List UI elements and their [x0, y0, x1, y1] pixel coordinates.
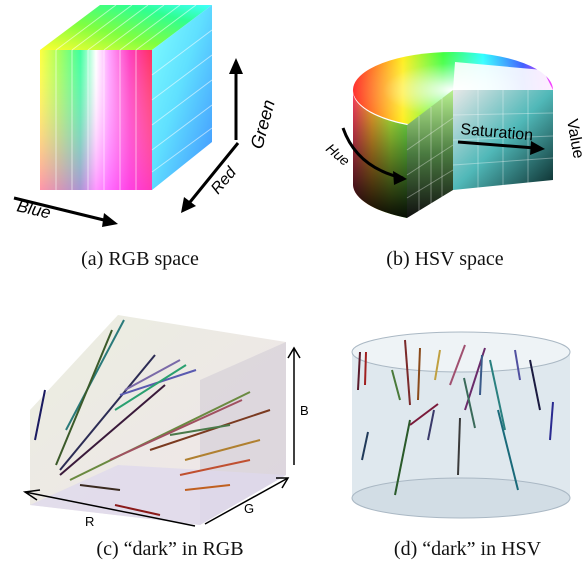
saturation-arrow	[457, 140, 536, 150]
hue-label: Hue	[323, 140, 353, 169]
hsv-cylinder-top	[351, 331, 571, 373]
b-axis-label: B	[300, 403, 309, 418]
blue-axis-label: Blue	[15, 196, 52, 222]
hsv-cylinder-bottom	[351, 477, 571, 519]
cube-front-shade	[40, 50, 152, 190]
hsv-dark-arrows	[357, 339, 554, 496]
cube-right-face	[152, 5, 212, 190]
hsv-cylinder-figure: Hue Saturation Value	[323, 52, 586, 218]
g-axis-arrow	[204, 477, 290, 525]
hsv-grid-lines	[406, 90, 554, 212]
hsv-cut-face-left	[407, 90, 453, 218]
hue-arrowhead	[393, 171, 407, 185]
saturation-arrowhead	[530, 141, 545, 155]
r-axis-label: R	[85, 514, 94, 529]
rgb-dark-arrows	[34, 319, 271, 516]
dark-rgb-figure: R G B	[22, 315, 309, 529]
hsv-side-shade	[352, 90, 407, 218]
hsv-wedge-gap	[453, 62, 553, 90]
red-axis-label: Red	[208, 163, 241, 197]
saturation-label: Saturation	[460, 121, 534, 144]
red-axis-arrow	[181, 142, 240, 213]
b-axis-arrow	[287, 346, 301, 465]
green-axis-arrow	[229, 58, 243, 140]
hsv-cut-face-right	[453, 90, 553, 190]
value-label: Value	[563, 118, 586, 160]
cube-top-face	[40, 5, 212, 50]
caption-a: (a) RGB space	[81, 248, 199, 270]
panel-dark-hsv	[340, 300, 586, 530]
cube-slice-lines	[55, 4, 213, 190]
panel-dark-rgb: R G B	[0, 300, 330, 530]
panel-hsv-space: Hue Saturation Value	[295, 0, 586, 235]
caption-b: (b) HSV space	[386, 248, 504, 270]
r-axis-arrow	[22, 489, 196, 527]
rgb-box-floor	[30, 465, 286, 525]
caption-c: (c) “dark” in RGB	[96, 538, 244, 560]
blue-axis-arrow	[13, 196, 118, 227]
green-axis-label: Green	[247, 98, 279, 152]
caption-d: (d) “dark” in HSV	[393, 538, 542, 560]
g-axis-label: G	[244, 501, 254, 516]
rgb-cube-figure: Blue Red Green	[13, 4, 279, 227]
panel-rgb-space: Blue Red Green	[0, 0, 290, 235]
dark-hsv-figure	[351, 331, 571, 519]
